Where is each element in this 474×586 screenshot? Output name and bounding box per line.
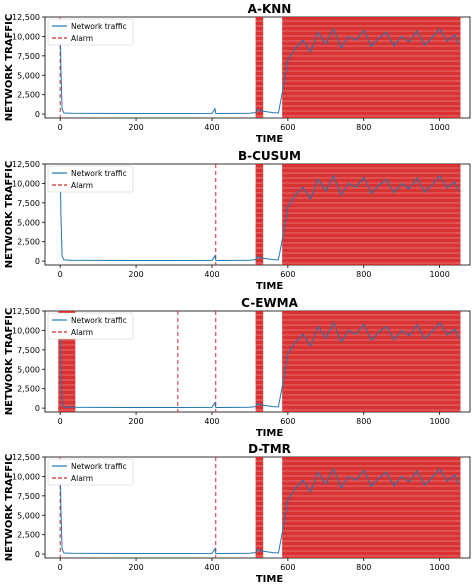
alarm-band <box>282 164 461 265</box>
y-tick-label: 0 <box>35 257 40 266</box>
y-tick-label: 0 <box>35 110 40 119</box>
legend-box <box>47 18 134 46</box>
legend-box <box>47 312 134 340</box>
legend-label-alarm: Alarm <box>71 34 93 43</box>
x-axis-label: TIME <box>256 574 283 582</box>
x-tick-label: 200 <box>128 563 143 572</box>
legend-label-alarm: Alarm <box>71 181 93 190</box>
y-tick-label: 0 <box>35 550 40 559</box>
legend-box <box>47 165 134 193</box>
x-tick-label: 400 <box>204 270 219 279</box>
y-tick-label: 2,500 <box>17 385 40 394</box>
alarm-band <box>282 17 461 118</box>
legend-label-traffic: Network traffic <box>71 169 127 178</box>
chart-panel-4: D-TMR 0 200 400 600 800 1000 0 2,500 5,000 7,500 10… <box>4 442 471 585</box>
y-tick-label: 2,500 <box>17 238 40 247</box>
legend: Network traffic Alarm <box>47 18 134 46</box>
x-tick-label: 800 <box>356 417 371 426</box>
x-tick-label: 1000 <box>429 563 449 572</box>
x-tick-label: 1000 <box>429 123 449 132</box>
x-tick-label: 200 <box>128 270 143 279</box>
y-tick-label: 5,000 <box>17 218 40 227</box>
alarm-bands <box>255 17 461 118</box>
x-tick-label: 600 <box>280 417 295 426</box>
alarm-band <box>255 457 264 558</box>
y-tick-label: 7,500 <box>17 52 40 61</box>
legend: Network traffic Alarm <box>47 165 134 193</box>
y-axis-label: NETWORK TRAFFIC <box>4 454 15 561</box>
x-tick-label: 400 <box>204 123 219 132</box>
y-tick-label: 5,000 <box>17 365 40 374</box>
legend-label-alarm: Alarm <box>71 328 93 337</box>
alarm-band <box>282 457 461 558</box>
traffic-line <box>59 313 460 408</box>
chart-panel-3: C-EWMA 0 200 400 600 800 1000 0 2,500 5,000 7,500 1… <box>4 296 471 439</box>
x-tick-label: 0 <box>58 563 63 572</box>
x-tick-label: 400 <box>204 563 219 572</box>
x-tick-label: 200 <box>128 123 143 132</box>
x-tick-label: 1000 <box>429 270 449 279</box>
alarm-band <box>255 311 264 412</box>
traffic-line <box>59 19 460 114</box>
chart-title: C-EWMA <box>241 296 298 310</box>
legend-label-traffic: Network traffic <box>71 316 127 325</box>
x-tick-label: 600 <box>280 270 295 279</box>
legend-box <box>47 458 134 486</box>
chart-title: B-CUSUM <box>238 149 301 163</box>
y-tick-label: 10,000 <box>12 179 40 188</box>
chart-panel-2: B-CUSUM 0 200 400 600 800 1000 0 2,500 5,000 7,500… <box>4 149 471 292</box>
traffic-line <box>59 166 460 261</box>
y-tick-label: 10,000 <box>12 472 40 481</box>
y-tick-label: 12,500 <box>12 160 40 169</box>
alarm-bands <box>255 457 461 558</box>
y-tick-label: 7,500 <box>17 492 40 501</box>
alarm-band <box>255 17 264 118</box>
y-tick-label: 7,500 <box>17 346 40 355</box>
x-tick-label: 800 <box>356 123 371 132</box>
y-tick-label: 2,500 <box>17 91 40 100</box>
x-tick-label: 600 <box>280 563 295 572</box>
x-tick-label: 0 <box>58 270 63 279</box>
legend: Network traffic Alarm <box>47 312 134 340</box>
y-tick-label: 10,000 <box>12 32 40 41</box>
y-tick-label: 2,500 <box>17 531 40 540</box>
y-axis-label: NETWORK TRAFFIC <box>4 14 15 121</box>
x-tick-label: 800 <box>356 270 371 279</box>
x-tick-label: 0 <box>58 123 63 132</box>
alarm-band <box>255 164 264 265</box>
y-axis-label: NETWORK TRAFFIC <box>4 308 15 415</box>
x-tick-label: 400 <box>204 417 219 426</box>
x-tick-label: 200 <box>128 417 143 426</box>
y-tick-label: 12,500 <box>12 13 40 22</box>
alarm-bands <box>255 164 461 265</box>
legend-label-traffic: Network traffic <box>71 462 127 471</box>
x-tick-label: 600 <box>280 123 295 132</box>
alarm-band <box>282 311 461 412</box>
chart-title: A-KNN <box>248 2 292 16</box>
y-tick-label: 5,000 <box>17 71 40 80</box>
x-tick-label: 1000 <box>429 417 449 426</box>
traffic-line <box>59 459 460 554</box>
x-axis-label: TIME <box>256 428 283 439</box>
legend-label-alarm: Alarm <box>71 474 93 483</box>
chart-title: D-TMR <box>248 442 291 456</box>
y-tick-label: 12,500 <box>12 453 40 462</box>
y-tick-label: 10,000 <box>12 326 40 335</box>
x-tick-label: 0 <box>58 417 63 426</box>
y-axis-label: NETWORK TRAFFIC <box>4 161 15 268</box>
y-tick-label: 0 <box>35 404 40 413</box>
chart-panel-1: A-KNN 0 200 400 600 800 1000 0 2,500 5,000 7,500 10… <box>4 2 471 145</box>
x-axis-label: TIME <box>256 281 283 292</box>
y-tick-label: 12,500 <box>12 307 40 316</box>
legend-label-traffic: Network traffic <box>71 22 127 31</box>
y-tick-label: 7,500 <box>17 199 40 208</box>
x-tick-label: 800 <box>356 563 371 572</box>
legend: Network traffic Alarm <box>47 458 134 486</box>
y-tick-label: 5,000 <box>17 511 40 520</box>
x-axis-label: TIME <box>256 134 283 145</box>
